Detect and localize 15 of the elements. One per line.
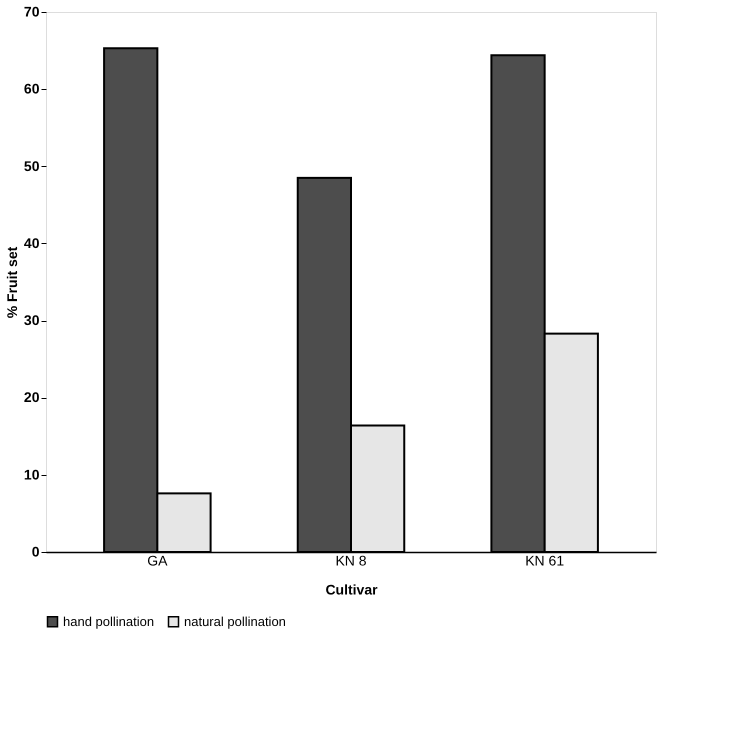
x-axis-title: Cultivar [325,582,378,598]
legend-label: hand pollination [63,614,154,629]
x-tick-label: GA [147,552,168,568]
y-tick-label: 0 [32,544,40,560]
y-tick-label: 10 [24,466,40,482]
legend-label: natural pollination [184,614,286,629]
y-tick-label: 50 [24,158,40,174]
y-tick-label: 40 [24,234,40,251]
y-tick-label: 30 [24,312,40,328]
y-tick-label: 60 [24,80,40,97]
x-tick-label: KN 61 [525,552,564,568]
y-axis-title: % Fruit set [4,246,20,318]
x-tick-label: KN 8 [335,552,367,568]
y-tick-label: 20 [24,389,40,406]
y-tick-label: 70 [24,4,40,20]
